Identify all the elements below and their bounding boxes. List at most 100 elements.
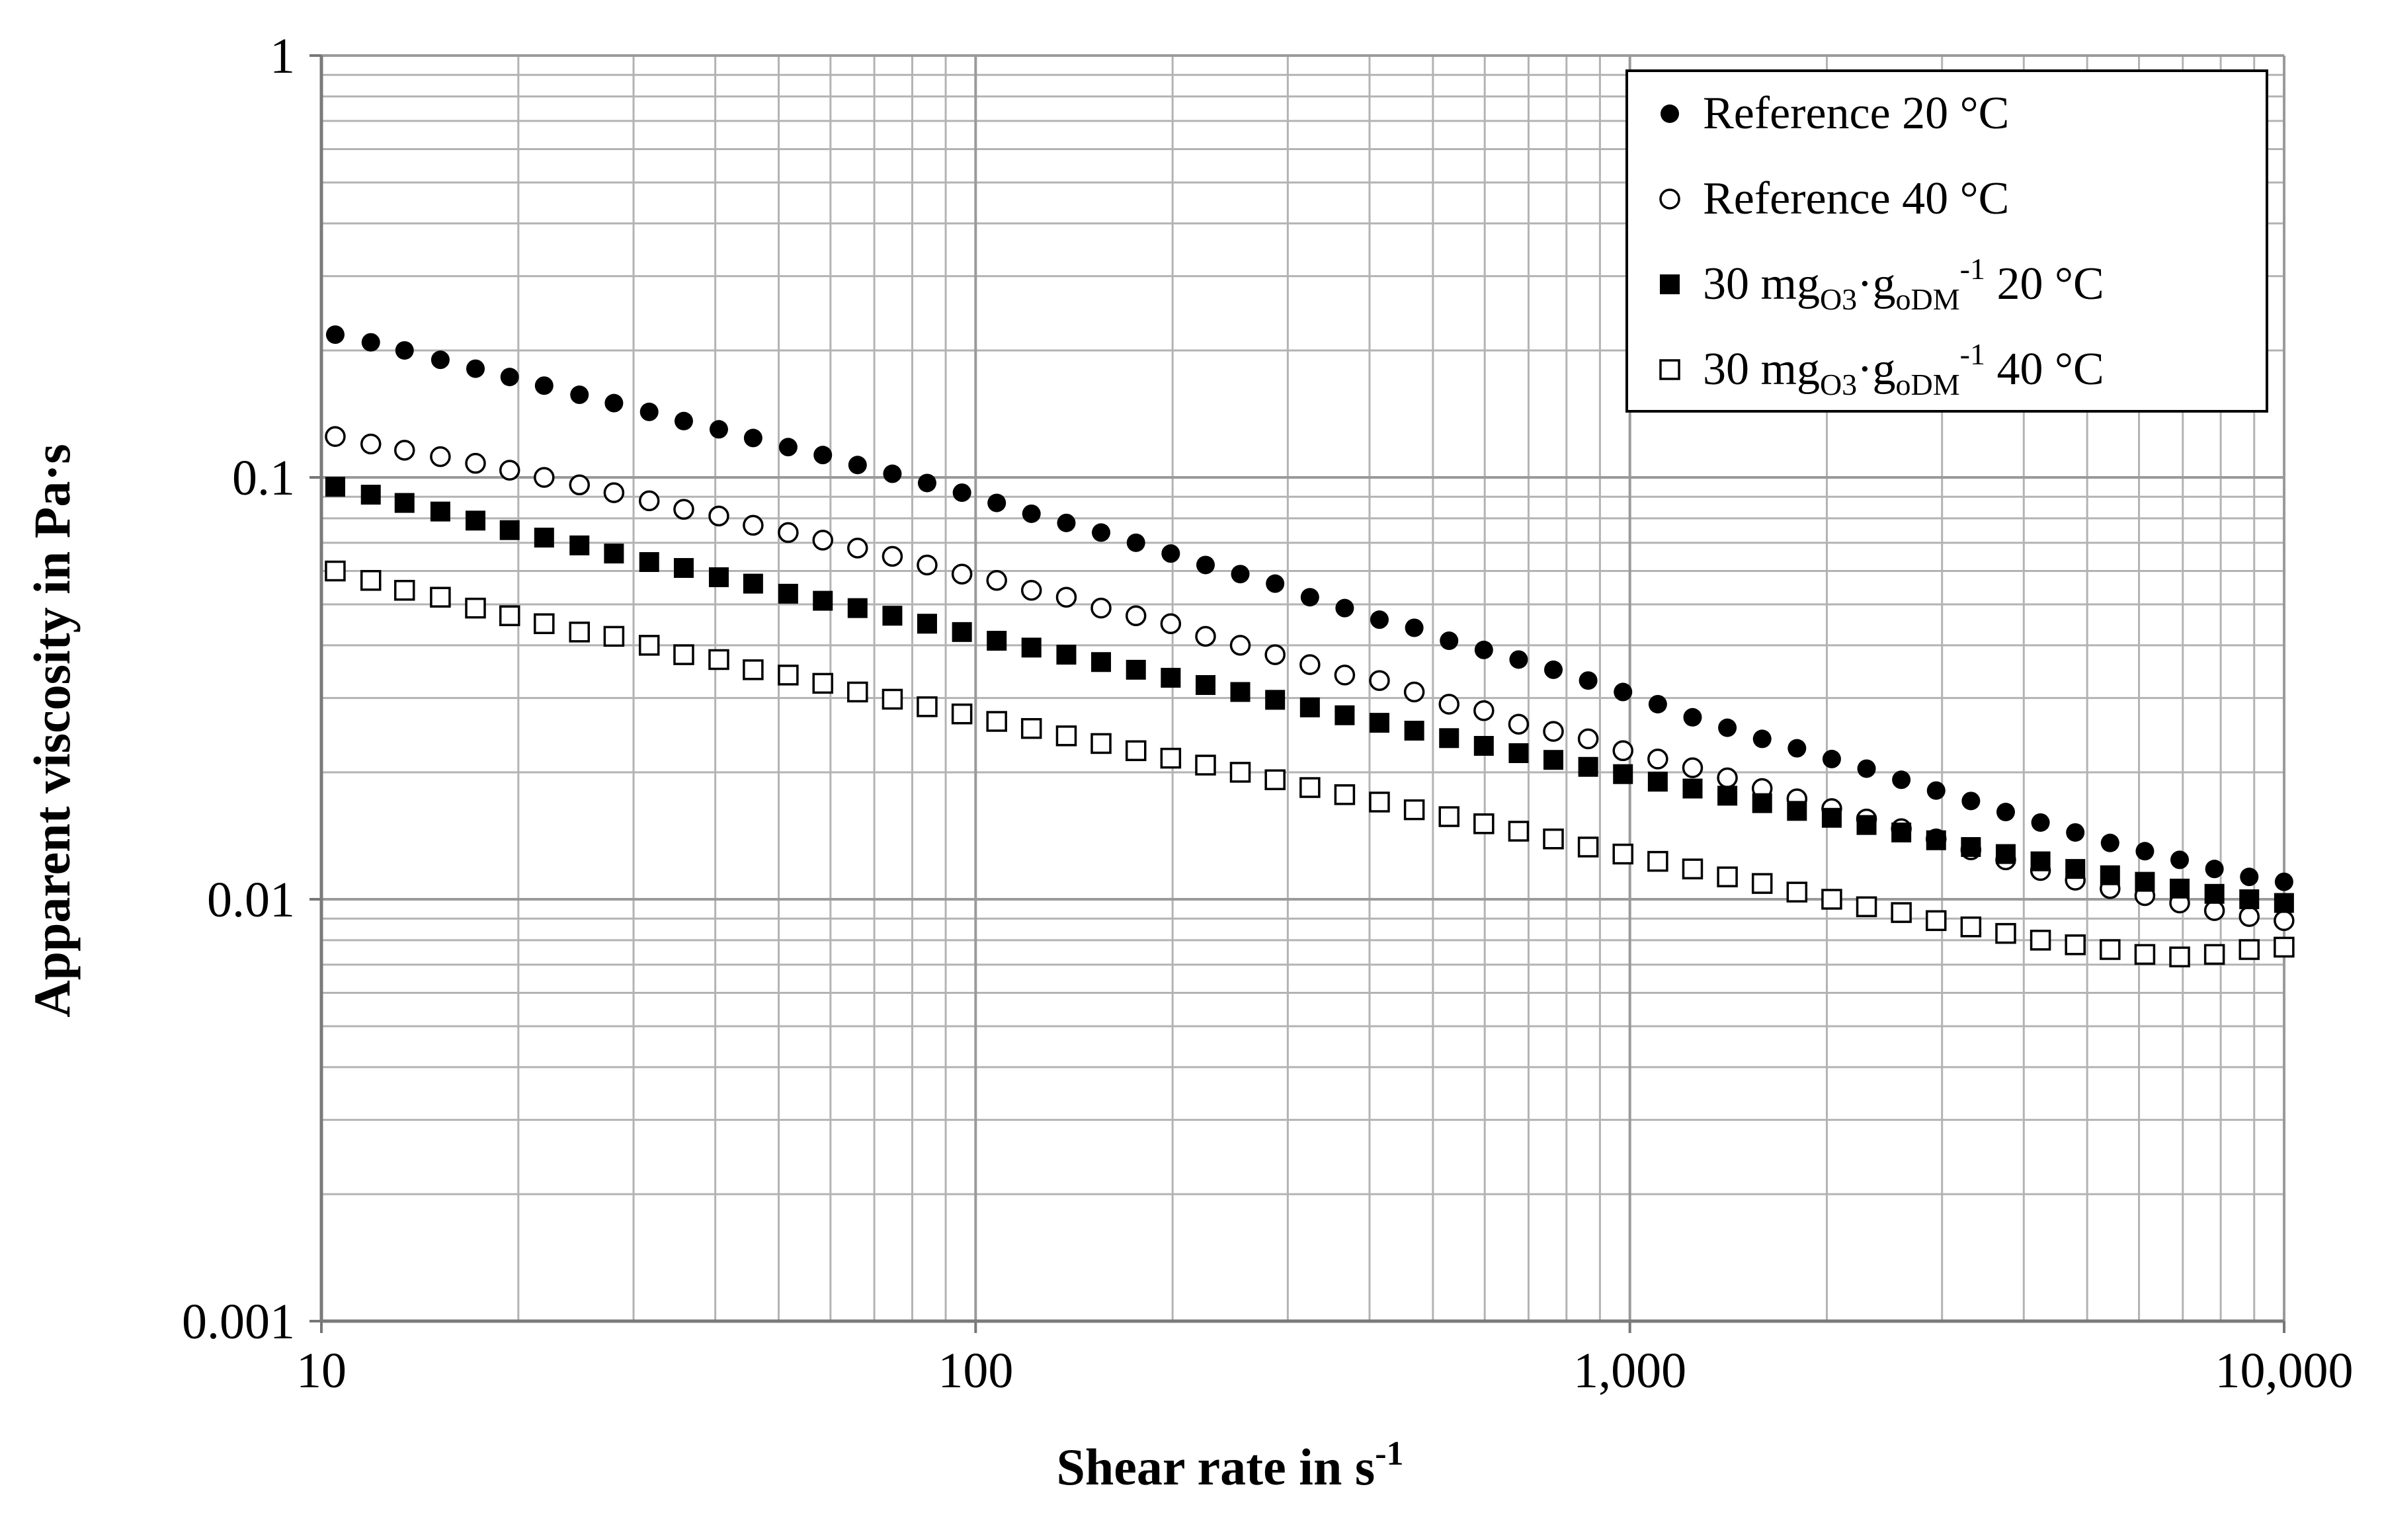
legend-box [1625,69,2268,413]
x-axis-title-text: Shear rate in s [1056,1438,1375,1496]
x-axis-title: Shear rate in s-1 [1056,1435,1403,1496]
data-point [743,573,763,594]
data-point [1821,807,1842,828]
data-point [952,622,972,642]
data-point [534,613,555,635]
data-point [1335,705,1355,725]
data-point [1682,778,1703,799]
data-point [2100,865,2120,885]
data-point [1404,721,1424,741]
x-tick-label: 1,000 [1573,1343,1686,1398]
data-point [708,567,729,587]
data-point [1996,803,2015,822]
data-point [1577,836,1599,858]
data-point [1229,762,1251,783]
data-point [1195,674,1215,695]
data-point [569,474,590,496]
x-tick-label: 10 [296,1343,347,1398]
data-point [952,483,971,503]
data-point [1126,533,1145,552]
data-point [1647,850,1668,872]
data-point [2274,872,2293,891]
data-point [847,598,868,618]
data-point [1960,916,1982,938]
data-point [1648,694,1667,713]
data-point [2240,868,2259,887]
data-point [1299,697,1320,717]
y-tick-label: 1 [270,28,295,84]
data-point [1508,821,1530,842]
data-point [2135,871,2155,892]
data-point [743,659,764,680]
data-point [1647,772,1668,792]
data-point [1473,736,1494,756]
data-point [1821,889,1842,910]
data-point [2170,850,2190,870]
data-point [1020,579,1042,601]
data-point [987,631,1007,651]
data-point [2203,944,2225,965]
legend-marker [1659,359,1680,380]
legend-entry-3: 30 mgO3·goDM-1 20 °C [1660,252,2104,316]
data-point [1264,769,1286,791]
data-point [570,385,589,405]
data-point [395,341,414,360]
data-point [1195,754,1216,776]
data-point [1021,637,1042,658]
data-point [1544,660,1563,679]
data-point [394,493,415,513]
data-point [673,644,694,665]
data-point [1682,757,1704,778]
data-point [951,703,973,725]
data-point [1090,733,1112,754]
legend-label: Reference 20 °C [1703,88,2009,139]
data-point [1543,721,1564,742]
data-point [1055,587,1077,608]
data-point [986,711,1007,732]
data-point [2031,813,2050,832]
data-point [2030,930,2051,951]
x-tick-label: 100 [938,1343,1013,1398]
data-point [883,464,902,483]
data-point [2135,842,2155,861]
data-point [2274,936,2295,958]
series-1 [325,325,2293,891]
data-point [1403,799,1425,821]
data-point [325,560,346,582]
data-point [1229,635,1251,656]
data-point [1440,631,1459,651]
data-point [882,606,903,626]
y-tick-label: 0.1 [232,450,295,506]
data-point [465,452,486,474]
data-point [430,587,451,608]
data-point [534,376,554,395]
data-point [638,490,660,512]
data-point [1926,830,1946,850]
data-point [1055,725,1077,747]
data-point [1508,743,1529,764]
data-point [430,501,450,522]
legend-label: 30 mgO3·goDM-1 20 °C [1703,252,2104,316]
x-axis-title-sup: -1 [1375,1435,1403,1473]
data-point [743,514,764,536]
data-point [1578,756,1598,777]
data-point [848,456,867,475]
data-point [2065,934,2086,955]
data-point [360,485,381,505]
data-point [2100,939,2121,960]
legend-marker [1661,104,1679,123]
data-point [2065,859,2086,879]
data-point [360,570,382,591]
data-point [603,482,625,503]
data-point [2100,833,2119,852]
data-point [603,626,625,647]
data-point [674,411,693,430]
data-point [1543,829,1564,850]
legend-entry-1: Reference 20 °C [1661,88,2009,139]
data-point [1092,523,1111,542]
data-point [465,597,486,619]
data-point [882,688,903,710]
data-point [1196,555,1215,575]
data-point [673,557,694,578]
